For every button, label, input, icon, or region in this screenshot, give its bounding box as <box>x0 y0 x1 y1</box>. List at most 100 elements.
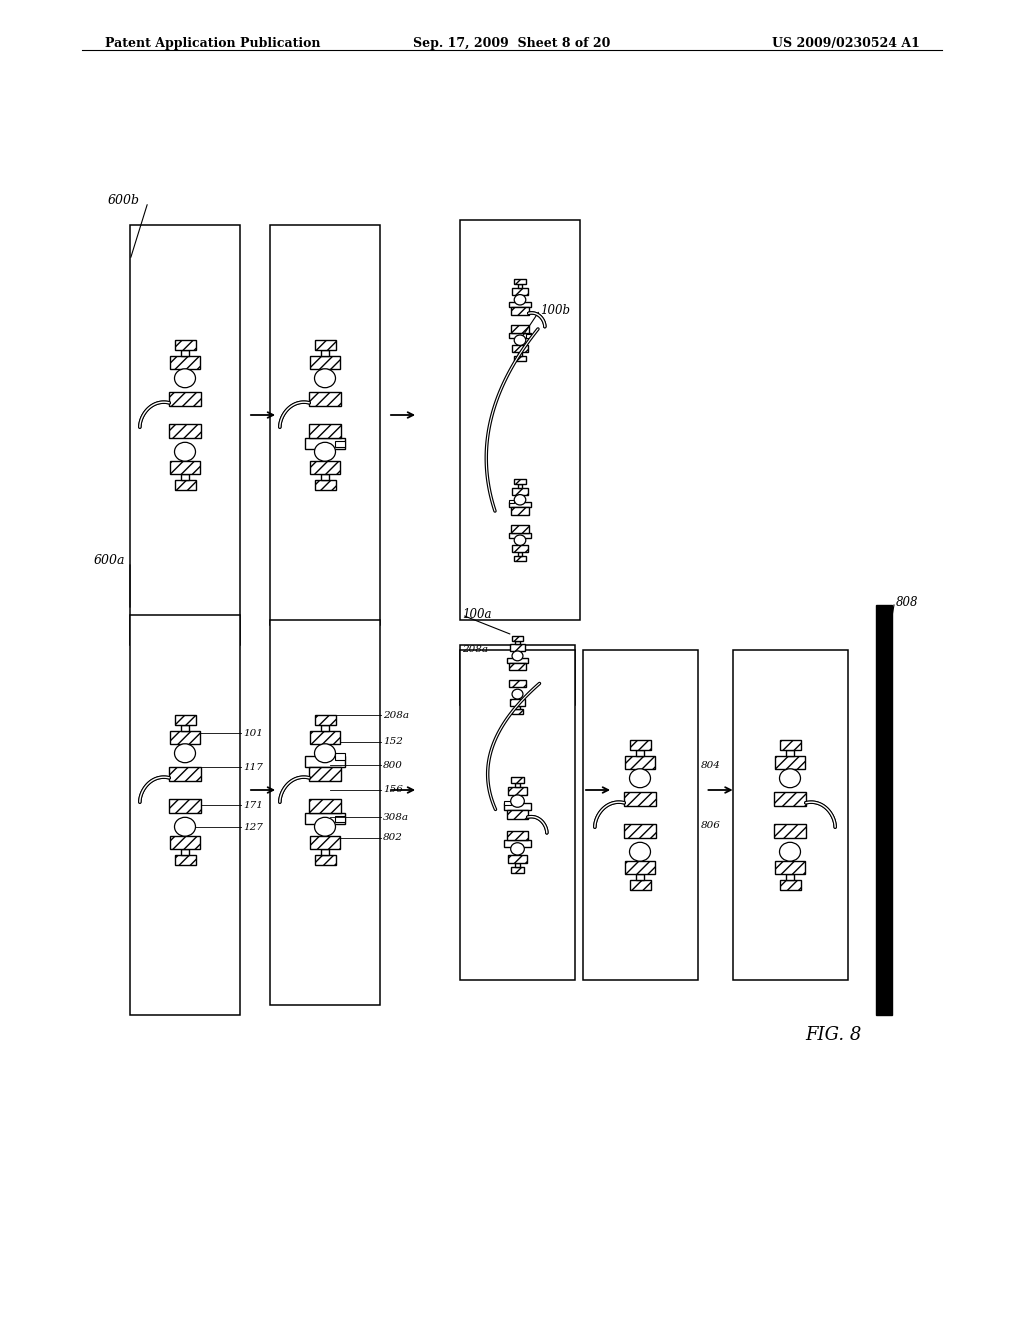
Ellipse shape <box>514 335 525 346</box>
Bar <box>507 657 528 663</box>
Text: US 2009/0230524 A1: US 2009/0230524 A1 <box>772 37 920 50</box>
Text: 804: 804 <box>700 760 720 770</box>
Bar <box>130 224 240 645</box>
Bar <box>335 816 345 822</box>
Bar <box>732 649 848 979</box>
Bar <box>511 525 528 533</box>
Bar <box>310 731 340 743</box>
Bar <box>779 880 801 890</box>
Bar <box>321 849 329 855</box>
Bar <box>304 813 345 824</box>
Bar <box>174 855 196 865</box>
Bar <box>169 392 201 405</box>
Bar <box>626 756 654 768</box>
Text: 156: 156 <box>383 785 402 795</box>
Bar <box>321 350 329 356</box>
Bar <box>509 301 531 308</box>
Bar <box>514 556 525 561</box>
Bar <box>460 649 575 979</box>
Bar <box>460 645 575 705</box>
Bar <box>181 725 189 731</box>
Ellipse shape <box>512 689 523 700</box>
Text: 800: 800 <box>383 760 402 770</box>
Bar <box>511 308 528 314</box>
Text: 208a: 208a <box>383 710 409 719</box>
Text: 171: 171 <box>243 800 263 809</box>
Bar <box>514 479 525 484</box>
Text: 117: 117 <box>243 763 263 771</box>
Bar <box>508 855 527 863</box>
Bar <box>515 642 520 644</box>
Bar <box>626 861 654 874</box>
Bar <box>515 706 520 709</box>
Bar <box>625 792 655 805</box>
Bar <box>504 840 530 847</box>
Ellipse shape <box>511 842 524 855</box>
Bar <box>625 825 655 838</box>
Bar <box>169 800 201 813</box>
Bar <box>504 803 530 810</box>
Text: 600b: 600b <box>108 194 140 206</box>
Bar <box>511 507 528 515</box>
Bar <box>512 346 528 352</box>
Bar <box>335 754 345 759</box>
Ellipse shape <box>512 651 523 661</box>
Bar <box>460 220 580 620</box>
Bar <box>508 787 527 795</box>
Ellipse shape <box>314 368 336 388</box>
Text: 100b: 100b <box>540 304 570 317</box>
Ellipse shape <box>174 368 196 388</box>
Ellipse shape <box>174 817 196 836</box>
Ellipse shape <box>174 743 196 763</box>
Ellipse shape <box>630 768 650 788</box>
Ellipse shape <box>314 442 336 461</box>
Bar <box>174 715 196 725</box>
Bar <box>518 284 522 288</box>
Ellipse shape <box>514 294 525 305</box>
Bar <box>514 356 525 360</box>
Bar <box>583 649 697 979</box>
Bar <box>130 615 240 1015</box>
Bar <box>509 333 531 338</box>
Text: 100a: 100a <box>462 609 492 622</box>
Ellipse shape <box>779 842 801 861</box>
Text: Patent Application Publication: Patent Application Publication <box>105 37 321 50</box>
Bar <box>174 480 196 490</box>
Bar <box>335 441 345 447</box>
Bar <box>321 474 329 480</box>
Bar <box>512 545 528 552</box>
Bar <box>518 484 522 487</box>
Ellipse shape <box>514 495 525 506</box>
Text: Sep. 17, 2009  Sheet 8 of 20: Sep. 17, 2009 Sheet 8 of 20 <box>414 37 610 50</box>
Ellipse shape <box>779 768 801 788</box>
Bar <box>169 425 201 438</box>
Bar <box>785 874 795 880</box>
Bar <box>169 767 201 780</box>
Bar <box>309 425 341 438</box>
Bar <box>876 605 892 1015</box>
Bar <box>630 880 650 890</box>
Bar <box>509 502 531 507</box>
Bar <box>170 836 200 849</box>
Ellipse shape <box>514 535 525 545</box>
Bar <box>514 279 525 284</box>
Bar <box>174 341 196 350</box>
Bar <box>630 741 650 750</box>
Bar <box>518 352 522 356</box>
Bar <box>309 767 341 780</box>
Bar <box>314 341 336 350</box>
Bar <box>509 663 525 671</box>
Bar <box>512 288 528 294</box>
Bar <box>515 863 520 867</box>
Bar <box>509 533 531 539</box>
Text: 152: 152 <box>383 738 402 747</box>
Bar <box>170 461 200 474</box>
Bar <box>774 792 806 805</box>
Bar <box>507 810 527 818</box>
Bar <box>525 334 531 338</box>
Bar <box>309 392 341 405</box>
Text: 101: 101 <box>243 729 263 738</box>
Bar <box>636 750 644 756</box>
Bar <box>511 776 524 783</box>
Bar <box>314 715 336 725</box>
